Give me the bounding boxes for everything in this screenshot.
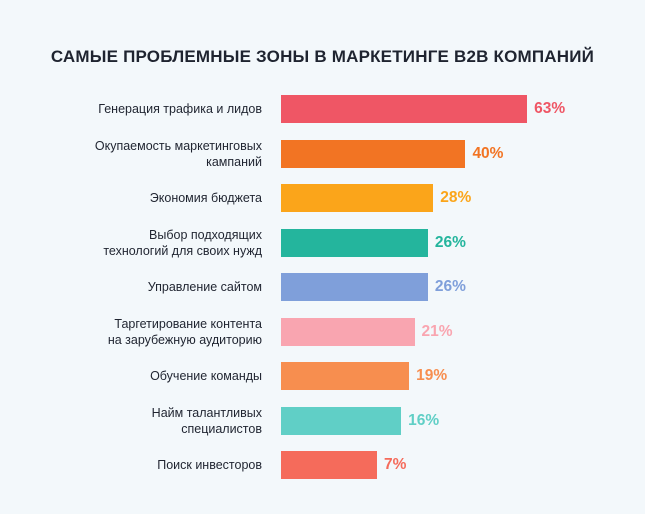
category-label: Управление сайтом xyxy=(147,280,262,294)
category-label: Обучение команды xyxy=(150,369,262,383)
category-label: Поиск инвесторов xyxy=(157,458,262,472)
bar-row: Обучение команды 19% xyxy=(0,362,645,390)
value-label: 16% xyxy=(408,411,440,429)
value-label: 63% xyxy=(534,100,566,117)
value-label: 19% xyxy=(416,367,448,384)
category-label: Выбор подходящих технологий для своих ну… xyxy=(103,227,262,258)
bar xyxy=(281,228,428,257)
category-label: Найм талантливых специалистов xyxy=(151,405,262,436)
value-label: 21% xyxy=(421,322,453,340)
value-label: 26% xyxy=(434,233,466,251)
bar xyxy=(281,362,410,390)
bar xyxy=(281,317,415,346)
category-label: Таргетирование контента на зарубежную ау… xyxy=(107,316,262,347)
bar-row: Управление сайтом 26% xyxy=(0,273,645,301)
bar-row: Выбор подходящих технологий для своих ну… xyxy=(0,227,645,258)
bar xyxy=(281,406,402,435)
value-label: 40% xyxy=(472,144,504,162)
category-label: Экономия бюджета xyxy=(149,191,262,205)
bar xyxy=(281,451,377,479)
bar-row: Генерация трафика и лидов 63% xyxy=(0,95,645,123)
bar-row: Найм талантливых специалистов 16% xyxy=(0,405,645,436)
chart-title: САМЫЕ ПРОБЛЕМНЫЕ ЗОНЫ В МАРКЕТИНГЕ B2B К… xyxy=(50,47,595,66)
bar-row: Окупаемость маркетинговых кампаний 40% xyxy=(0,138,645,169)
value-label: 7% xyxy=(384,456,407,473)
category-label: Окупаемость маркетинговых кампаний xyxy=(94,138,262,169)
category-label: Генерация трафика и лидов xyxy=(98,102,262,116)
bar xyxy=(281,273,428,301)
bar xyxy=(281,139,466,168)
bar-row: Поиск инвесторов 7% xyxy=(0,451,645,479)
bar-row: Таргетирование контента на зарубежную ау… xyxy=(0,316,645,347)
bar xyxy=(281,95,528,123)
value-label: 28% xyxy=(440,189,472,206)
value-label: 26% xyxy=(434,278,466,295)
bar xyxy=(281,184,434,212)
bar-row: Экономия бюджета 28% xyxy=(0,184,645,212)
